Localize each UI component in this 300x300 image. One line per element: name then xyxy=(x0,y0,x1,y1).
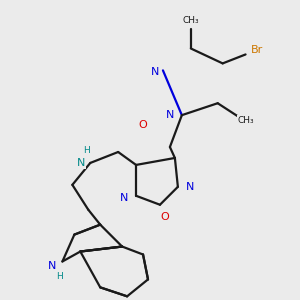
Text: N: N xyxy=(77,158,86,168)
Text: N: N xyxy=(120,193,128,203)
Text: H: H xyxy=(56,272,63,281)
Text: N: N xyxy=(186,182,194,192)
Text: CH₃: CH₃ xyxy=(182,16,199,25)
Text: N: N xyxy=(166,110,174,120)
Text: CH₃: CH₃ xyxy=(237,116,254,124)
Text: H: H xyxy=(83,146,90,155)
Text: N: N xyxy=(151,68,159,77)
Text: N: N xyxy=(48,262,57,272)
Text: O: O xyxy=(160,212,169,222)
Text: Br: Br xyxy=(251,46,264,56)
Text: O: O xyxy=(139,120,147,130)
